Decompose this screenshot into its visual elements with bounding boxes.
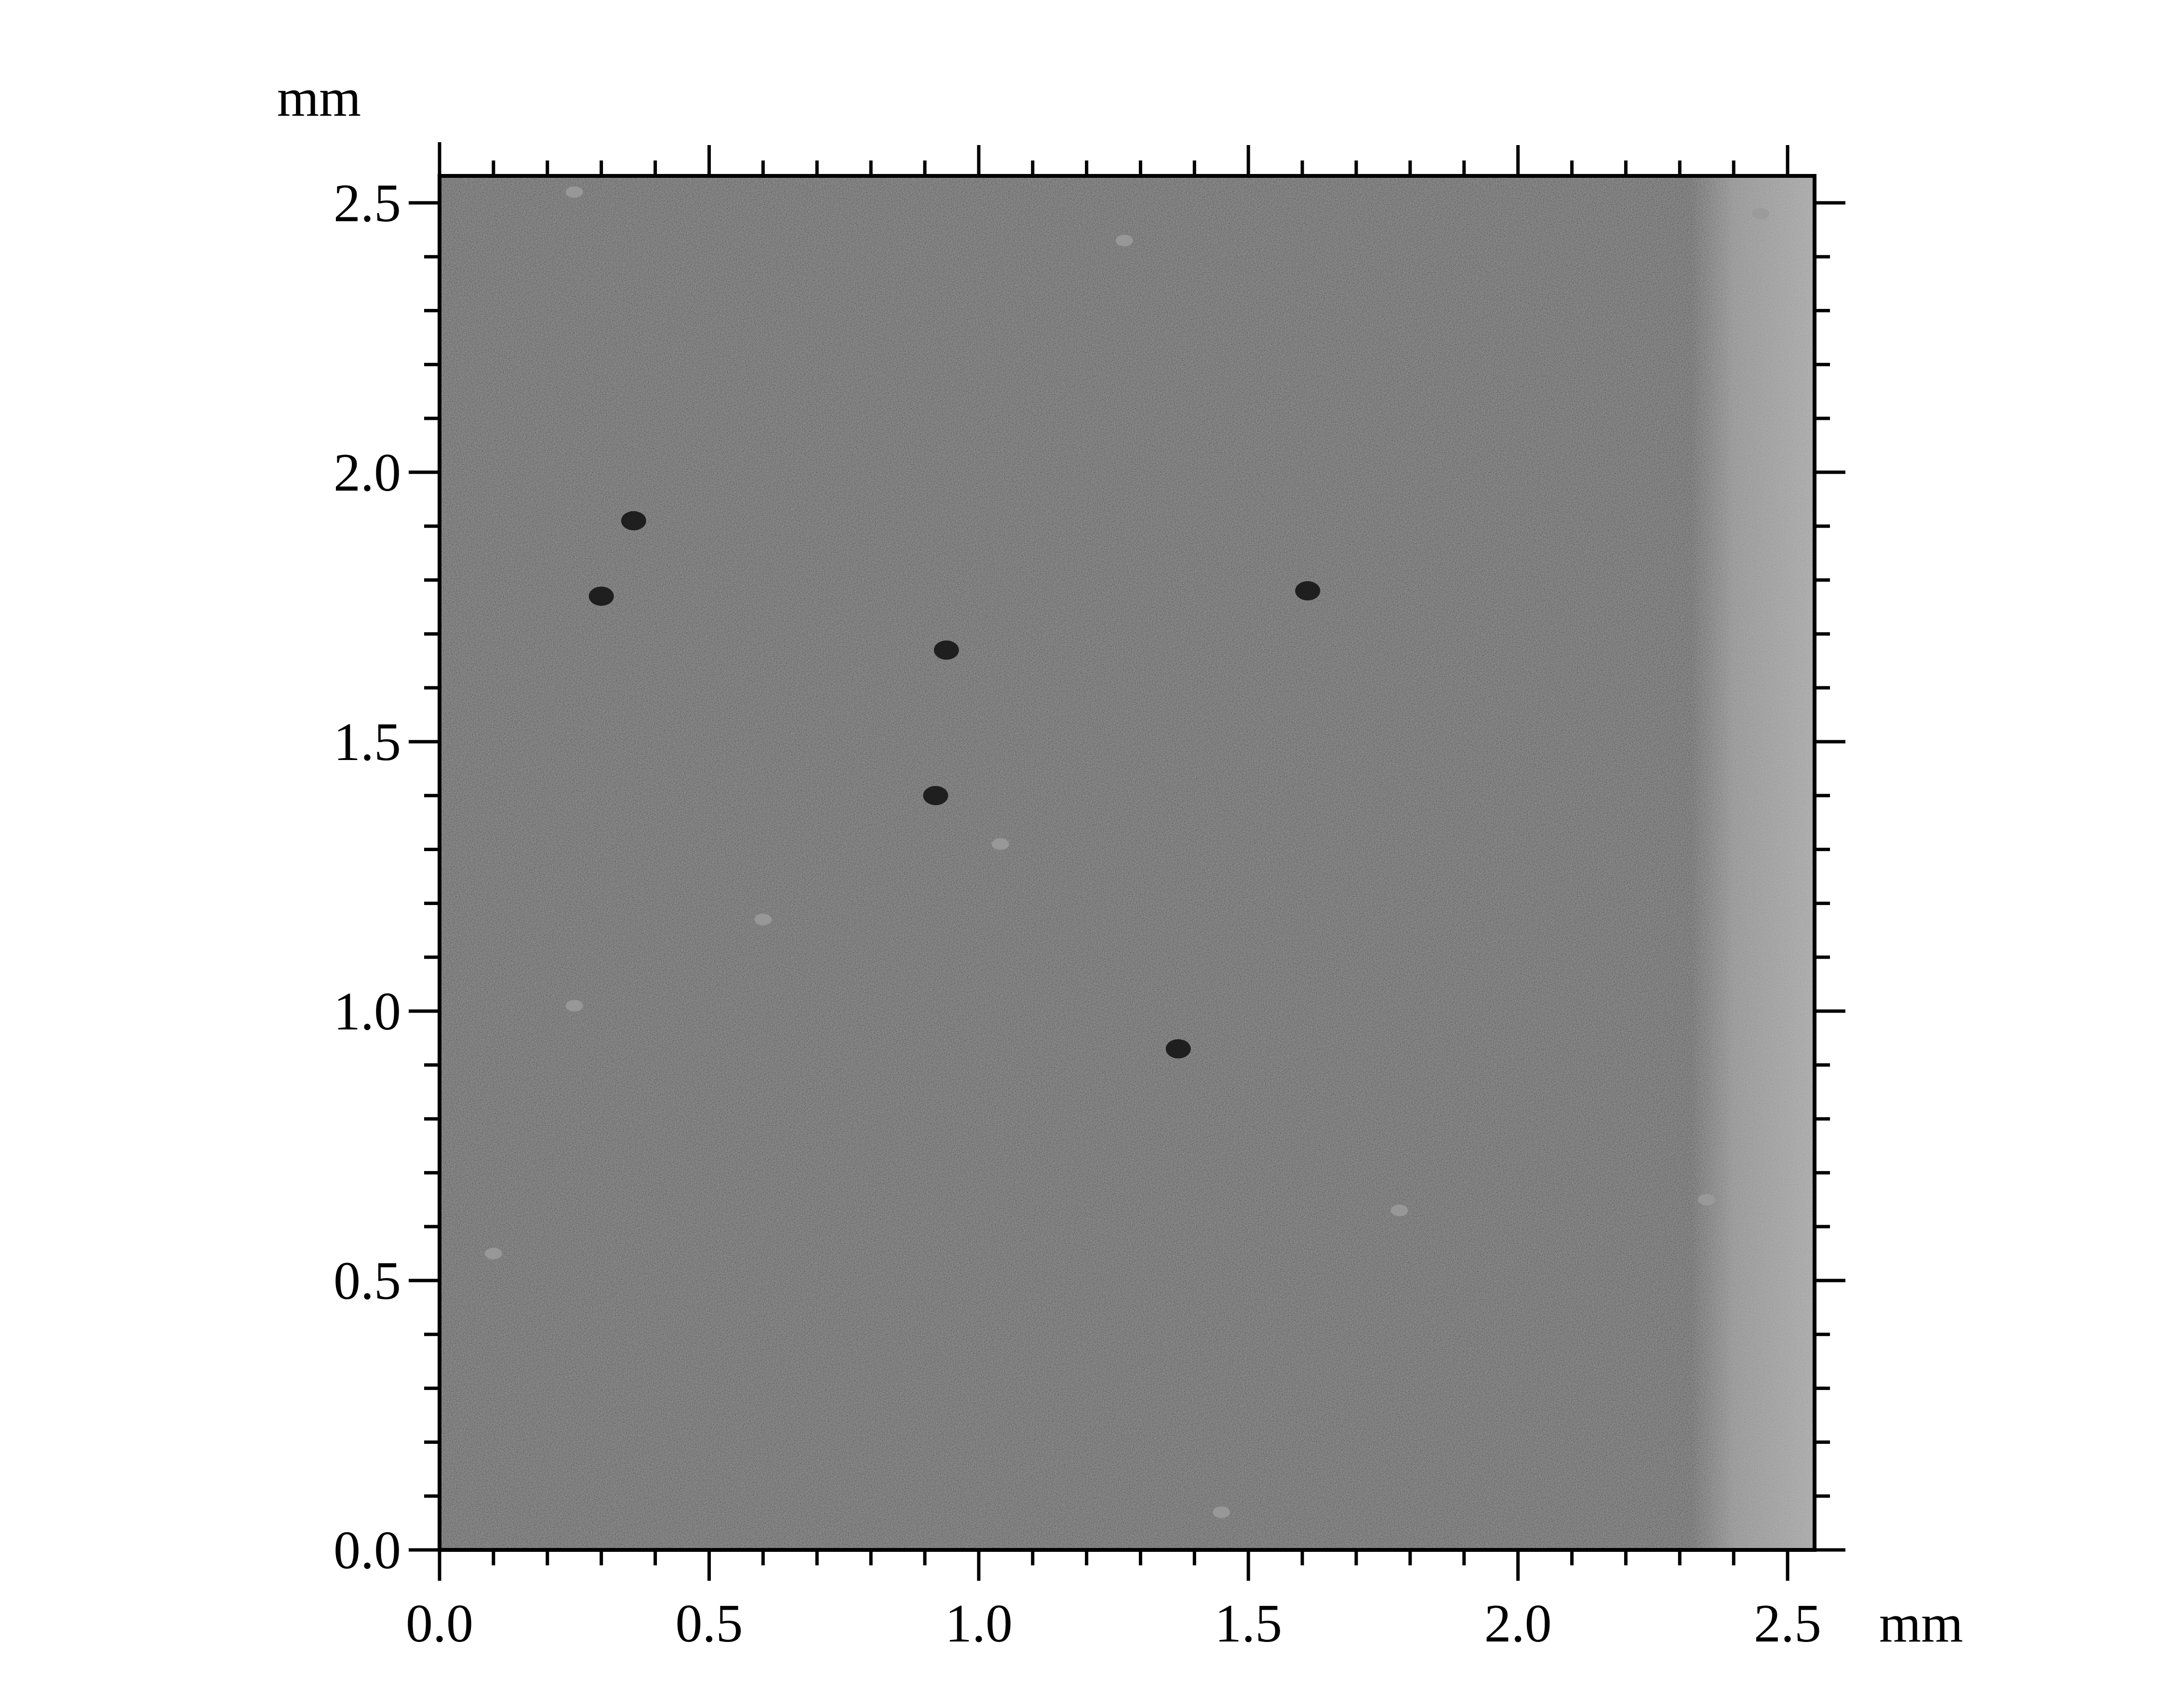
plot-frame: [438, 174, 1816, 1552]
x-tick-label: 2.0: [1484, 1594, 1552, 1654]
bright-inclusion: [565, 1000, 583, 1012]
dark-pore: [621, 511, 646, 531]
x-axis-bottom: 0.0 0.5 1.0 1.5 2.0 2.5: [406, 1548, 1843, 1654]
bright-inclusion: [565, 186, 583, 198]
bright-inclusion: [991, 838, 1009, 850]
x-tick-label: 1.0: [945, 1594, 1013, 1654]
y-tick-label: 0.0: [334, 1521, 401, 1580]
bright-inclusion: [1698, 1194, 1716, 1206]
y-axis-left: 0.0 0.5 1.0 1.5 2.0 2.5: [334, 142, 441, 1580]
bright-inclusion: [1115, 235, 1133, 247]
bright-inclusion: [1213, 1506, 1230, 1518]
micrograph-image: [440, 176, 1815, 1550]
dark-pore: [588, 587, 614, 606]
bright-inclusion: [1390, 1204, 1408, 1216]
dark-pore: [934, 640, 959, 660]
y-axis-right: [1813, 176, 1845, 1552]
dark-pore: [1165, 1039, 1191, 1059]
x-tick-label: 0.0: [406, 1594, 473, 1654]
image-base-texture: [440, 176, 1815, 1550]
x-tick-label: 0.5: [675, 1594, 743, 1654]
x-axis-top: [438, 145, 1815, 178]
y-tick-label: 0.5: [334, 1251, 401, 1311]
bright-inclusion: [484, 1248, 502, 1260]
x-unit-label: mm: [1879, 1594, 1963, 1654]
image-right-edge-band: [1690, 176, 1815, 1550]
x-tick-label: 2.5: [1754, 1594, 1821, 1654]
y-tick-label: 2.0: [334, 443, 401, 503]
y-tick-label: 2.5: [334, 173, 401, 233]
y-tick-label: 1.0: [334, 982, 401, 1041]
y-tick-label: 1.5: [334, 712, 401, 772]
x-tick-label: 1.5: [1215, 1594, 1282, 1654]
bright-inclusion: [754, 913, 772, 925]
y-unit-label: mm: [277, 68, 361, 128]
dark-pore: [1295, 581, 1321, 600]
bright-inclusion: [1752, 208, 1770, 220]
dark-pore: [923, 786, 948, 805]
